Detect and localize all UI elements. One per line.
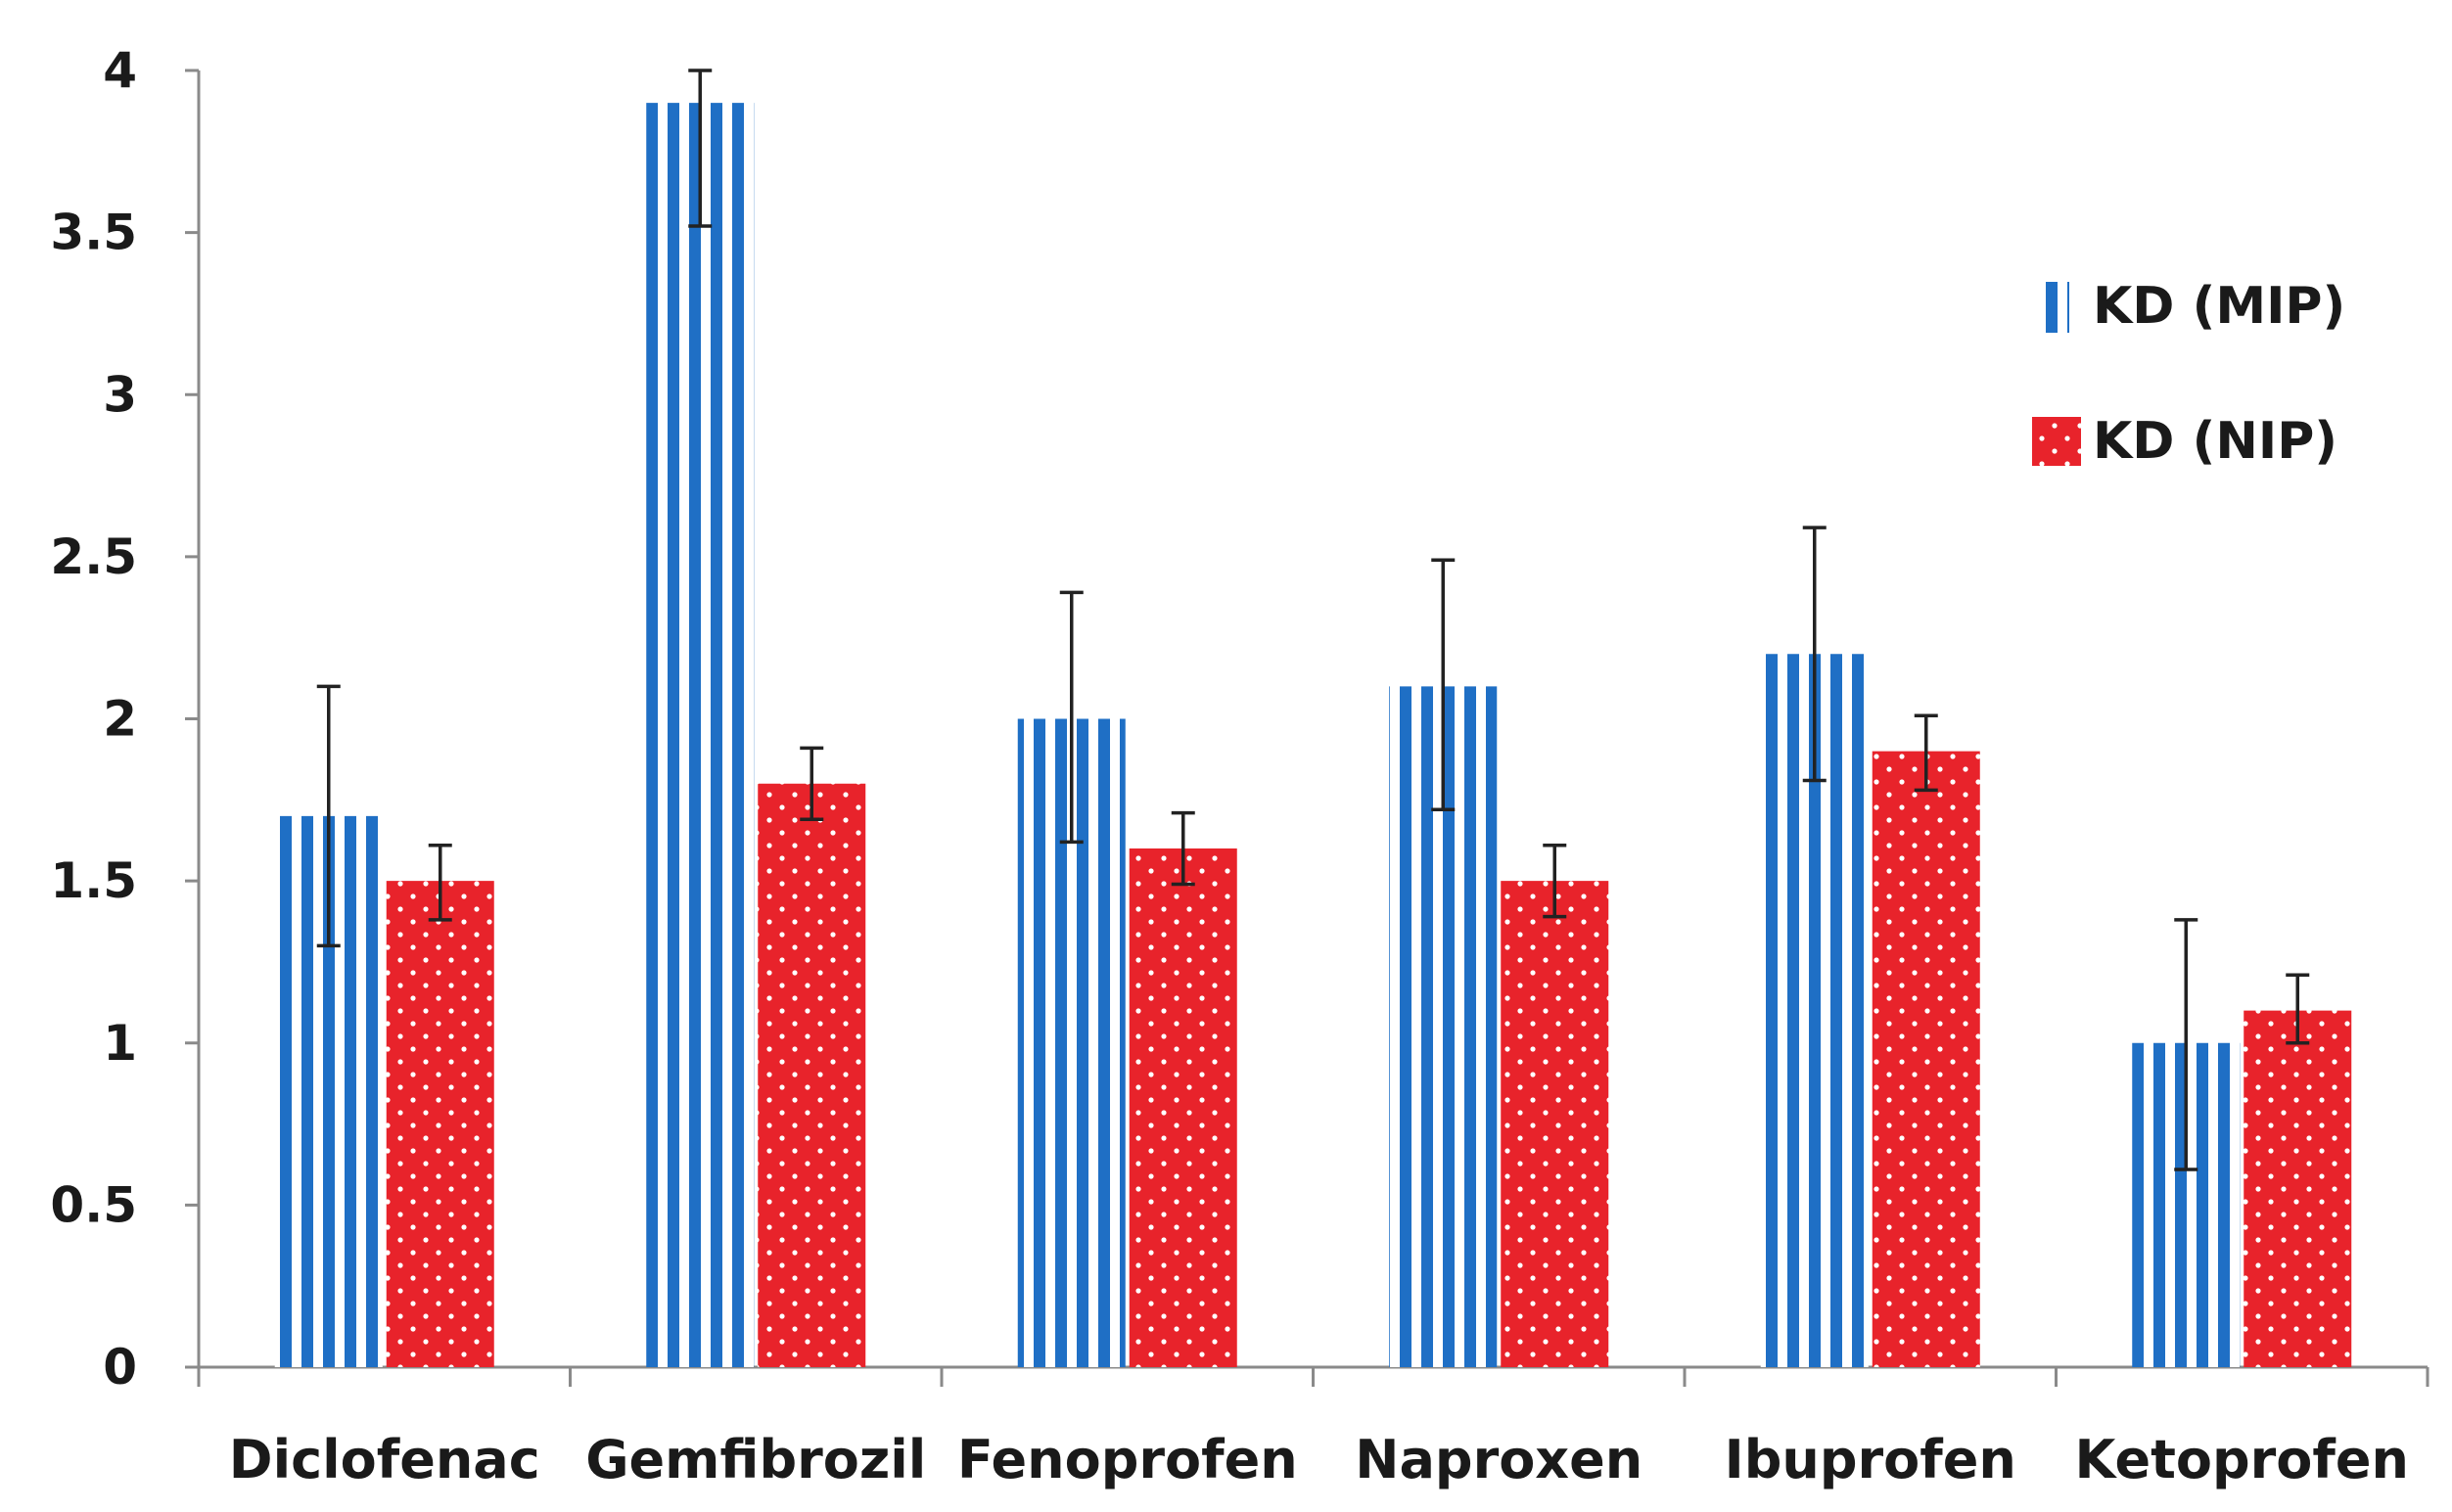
x-category-label: Gemfibrozil <box>585 1429 926 1490</box>
bar-nip <box>2244 1010 2352 1367</box>
legend-swatch-mip <box>2044 282 2069 333</box>
x-category-label: Fenoprofen <box>957 1429 1298 1490</box>
y-tick-label: 3 <box>103 366 137 423</box>
error-bar-nip <box>800 746 824 821</box>
legend-swatch-nip <box>2032 417 2081 466</box>
error-bar-mip <box>2174 918 2198 1171</box>
error-bar-mip <box>316 684 341 948</box>
error-bar-nip <box>1914 713 1938 793</box>
bar-nip <box>758 783 866 1367</box>
error-bars-layer <box>316 69 2310 1171</box>
y-tick-label: 3.5 <box>50 205 137 261</box>
y-axis: 0 0.5 1 1.5 2 2.5 3 3.5 4 <box>50 42 201 1396</box>
legend: KD (MIP) KD (NIP) <box>2032 277 2345 471</box>
error-bar-nip <box>428 843 452 922</box>
y-tick-label: 1.5 <box>50 852 137 909</box>
x-category-label: Diclofenac <box>229 1429 540 1490</box>
y-tick-label: 2 <box>103 691 137 748</box>
legend-label-nip: KD (NIP) <box>2093 412 2337 471</box>
legend-label-mip: KD (MIP) <box>2093 277 2345 336</box>
error-bar-nip <box>1171 810 1195 887</box>
y-tick-label: 2.5 <box>50 528 137 585</box>
y-tick-label: 0.5 <box>50 1176 137 1233</box>
error-bar-mip <box>1059 590 1084 845</box>
error-bar-nip <box>1543 843 1567 919</box>
error-bar-mip <box>688 69 713 228</box>
x-category-label: Ketoprofen <box>2075 1429 2409 1490</box>
error-bar-mip <box>1802 526 1827 783</box>
y-tick-label: 0 <box>103 1339 137 1396</box>
error-bar-mip <box>1431 558 1456 811</box>
bars-layer <box>274 103 2352 1367</box>
error-bar-nip <box>2286 973 2310 1045</box>
x-category-label: Ibuprofen <box>1725 1429 2016 1490</box>
y-tick-label: 1 <box>103 1015 137 1072</box>
bar-nip <box>1872 751 1980 1367</box>
x-category-label: Naproxen <box>1355 1429 1642 1490</box>
bar-nip <box>1501 881 1609 1367</box>
y-tick-label: 4 <box>103 42 137 99</box>
bar-nip <box>386 881 494 1367</box>
bar-nip <box>1129 848 1237 1367</box>
bar-mip <box>646 103 755 1367</box>
x-axis: Diclofenac Gemfibrozil Fenoprofen Naproxen I… <box>197 1365 2429 1490</box>
